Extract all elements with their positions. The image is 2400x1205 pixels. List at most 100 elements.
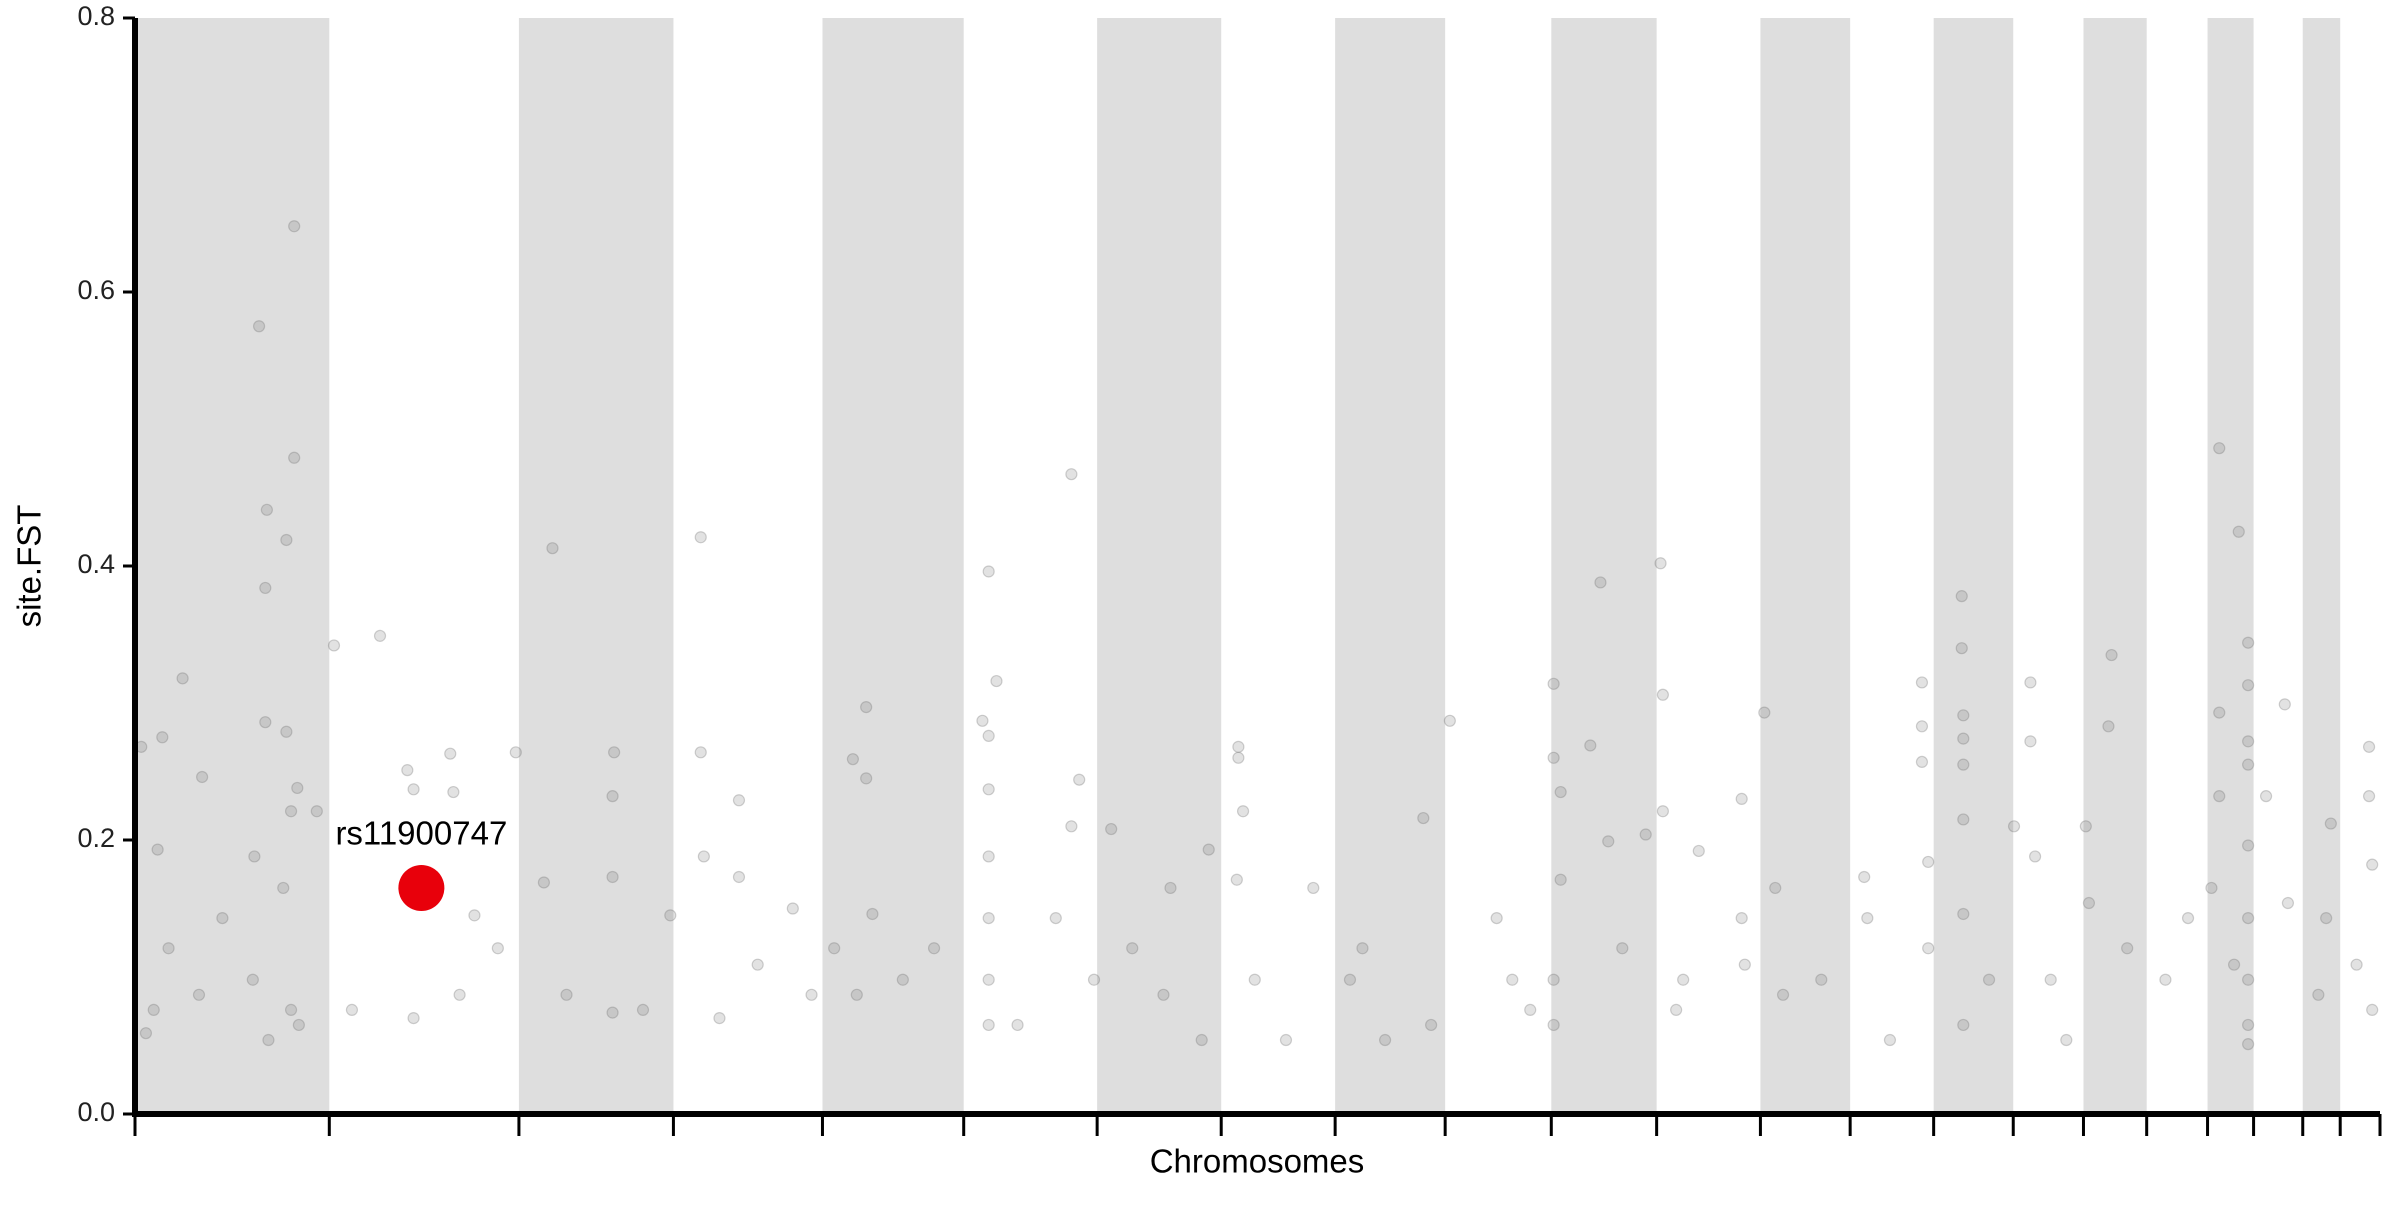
data-point	[1639, 828, 1652, 841]
data-point	[976, 714, 989, 727]
data-point	[1957, 758, 1970, 771]
data-point	[1202, 843, 1215, 856]
chromosome-band	[518, 18, 674, 1114]
data-point	[277, 881, 290, 895]
data-point	[866, 907, 879, 921]
data-point	[1105, 822, 1118, 836]
data-point	[288, 451, 301, 464]
data-point	[2159, 973, 2172, 986]
data-point	[1602, 835, 1615, 848]
data-point	[248, 850, 261, 863]
data-point	[732, 870, 746, 884]
data-point	[2102, 720, 2115, 733]
data-point	[982, 783, 995, 796]
data-point	[1554, 785, 1567, 799]
data-point	[1490, 911, 1503, 925]
data-point	[2281, 896, 2295, 910]
data-point	[786, 902, 799, 915]
data-point	[2232, 525, 2245, 538]
data-point	[1378, 1033, 1392, 1047]
data-point	[284, 805, 298, 818]
data-point	[608, 746, 621, 759]
data-point	[982, 973, 995, 986]
data-point	[860, 701, 873, 714]
data-point	[846, 753, 860, 766]
data-point	[850, 988, 863, 1001]
data-point	[2024, 735, 2037, 748]
data-point	[2213, 706, 2226, 719]
data-point	[252, 320, 266, 333]
data-point	[1955, 642, 1968, 655]
data-point	[1236, 805, 1250, 818]
data-point	[2350, 958, 2363, 971]
data-point	[1307, 881, 1320, 895]
data-point	[1554, 873, 1567, 886]
data-point	[176, 672, 189, 685]
data-point	[196, 770, 209, 784]
data-point	[636, 1003, 650, 1016]
data-point	[1861, 911, 1874, 925]
chromosome-band	[1097, 18, 1222, 1114]
data-point	[2366, 1003, 2379, 1016]
data-point	[1769, 881, 1782, 895]
data-point	[2278, 698, 2291, 711]
data-point	[216, 911, 229, 925]
chromosome-band	[1933, 18, 2014, 1114]
data-point	[444, 747, 457, 760]
chromosome-band	[2207, 18, 2254, 1114]
data-point	[1915, 720, 1929, 733]
data-point	[1443, 714, 1456, 727]
data-point	[2227, 958, 2241, 971]
data-point	[694, 746, 707, 759]
data-point	[1858, 870, 1871, 884]
data-point	[1248, 973, 1261, 986]
data-point	[546, 542, 559, 555]
y-tick-label: 0.4	[77, 549, 115, 579]
data-point	[1957, 813, 1970, 826]
data-point	[1087, 973, 1101, 986]
data-point	[259, 716, 272, 729]
data-point	[1957, 907, 1970, 921]
data-point	[280, 725, 293, 738]
data-point	[1049, 911, 1062, 925]
data-point	[2028, 850, 2042, 863]
overlay: rs11900747 0.0 0.2 0.4 0.6 0.8	[77, 1, 2382, 1136]
data-point	[1735, 792, 1748, 806]
data-point	[1957, 1018, 1970, 1032]
data-point	[2242, 679, 2255, 692]
data-point	[1065, 468, 1078, 481]
data-point	[1232, 751, 1245, 764]
data-point	[262, 1033, 275, 1047]
data-point	[491, 942, 504, 955]
data-point	[2242, 636, 2255, 649]
data-point	[2044, 973, 2057, 986]
data-point	[2007, 820, 2021, 833]
data-point	[373, 629, 387, 642]
data-point	[1915, 676, 1929, 689]
data-point	[697, 850, 710, 863]
data-point	[345, 1003, 359, 1016]
data-point	[2024, 676, 2037, 689]
data-point	[1656, 805, 1669, 818]
data-point	[1547, 677, 1560, 690]
data-point	[310, 805, 323, 818]
data-point	[260, 503, 273, 516]
data-point	[1232, 740, 1245, 753]
data-point	[1157, 988, 1170, 1001]
data-point	[1011, 1018, 1024, 1032]
data-point	[1417, 811, 1430, 825]
data-point	[1506, 973, 1519, 986]
y-tick-label: 0.6	[77, 275, 115, 305]
data-point	[2213, 442, 2226, 455]
data-point	[860, 772, 873, 785]
data-point	[732, 794, 746, 807]
y-axis-title: site.FST	[11, 505, 48, 628]
data-point	[606, 1006, 619, 1019]
data-point	[2205, 881, 2218, 895]
data-point	[192, 988, 206, 1001]
data-point	[1922, 942, 1935, 955]
y-tick-label: 0.2	[77, 823, 115, 853]
data-point	[2324, 817, 2337, 830]
data-point	[280, 533, 293, 547]
data-point	[151, 843, 164, 856]
